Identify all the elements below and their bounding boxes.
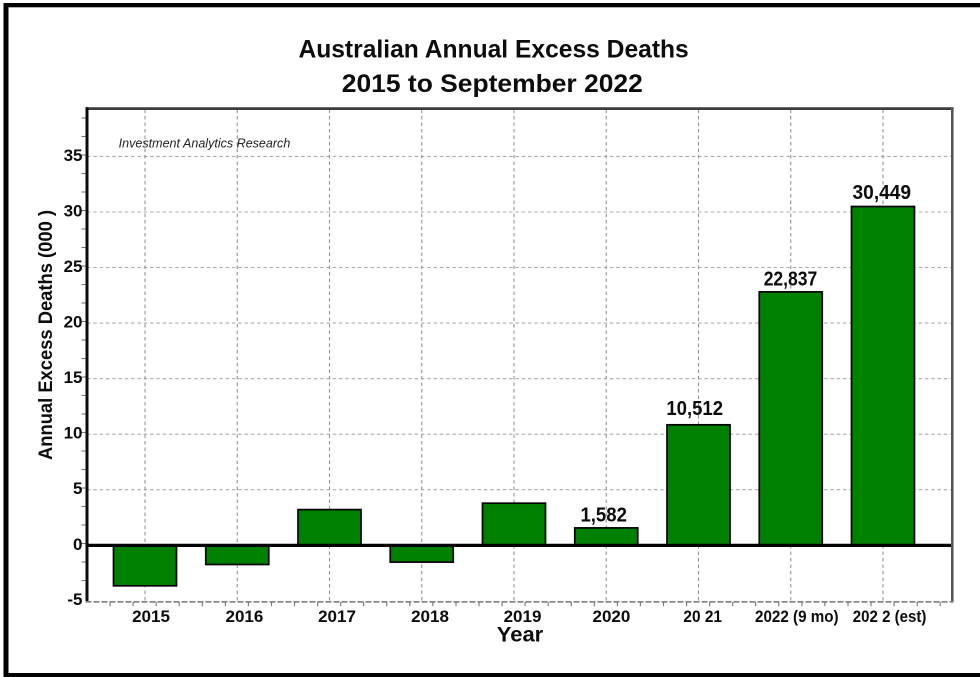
svg-text:Year: Year: [497, 624, 544, 647]
svg-text:15: 15: [64, 368, 83, 387]
svg-text:22,837: 22,837: [764, 269, 818, 291]
svg-text:-5: -5: [67, 590, 82, 609]
svg-text:35: 35: [64, 146, 83, 165]
svg-text:1,582: 1,582: [580, 505, 627, 527]
svg-text:2017: 2017: [318, 607, 356, 626]
svg-text:202 2 (est): 202 2 (est): [853, 607, 927, 626]
svg-text:2019: 2019: [504, 607, 542, 626]
svg-text:Annual Excess Deaths (000 ): Annual Excess Deaths (000 ): [36, 210, 57, 460]
svg-text:25: 25: [64, 257, 83, 276]
svg-text:2015 to September 2022: 2015 to September 2022: [342, 70, 643, 98]
svg-text:30,449: 30,449: [853, 182, 912, 204]
svg-text:20 21: 20 21: [683, 607, 722, 626]
svg-text:30: 30: [64, 201, 83, 220]
svg-text:2016: 2016: [225, 607, 263, 626]
svg-text:10: 10: [64, 424, 83, 443]
svg-text:2015: 2015: [132, 607, 170, 626]
svg-text:2022 (9 mo): 2022 (9 mo): [755, 607, 839, 626]
svg-text:Investment Analytics Research: Investment Analytics Research: [119, 136, 291, 150]
svg-text:20: 20: [64, 313, 83, 332]
svg-text:5: 5: [73, 479, 82, 498]
svg-text:10,512: 10,512: [666, 398, 723, 420]
svg-text:Australian Annual Excess Death: Australian Annual Excess Deaths: [298, 36, 688, 64]
svg-text:2020: 2020: [592, 607, 630, 626]
svg-text:0: 0: [73, 535, 82, 554]
svg-text:2018: 2018: [411, 607, 449, 626]
